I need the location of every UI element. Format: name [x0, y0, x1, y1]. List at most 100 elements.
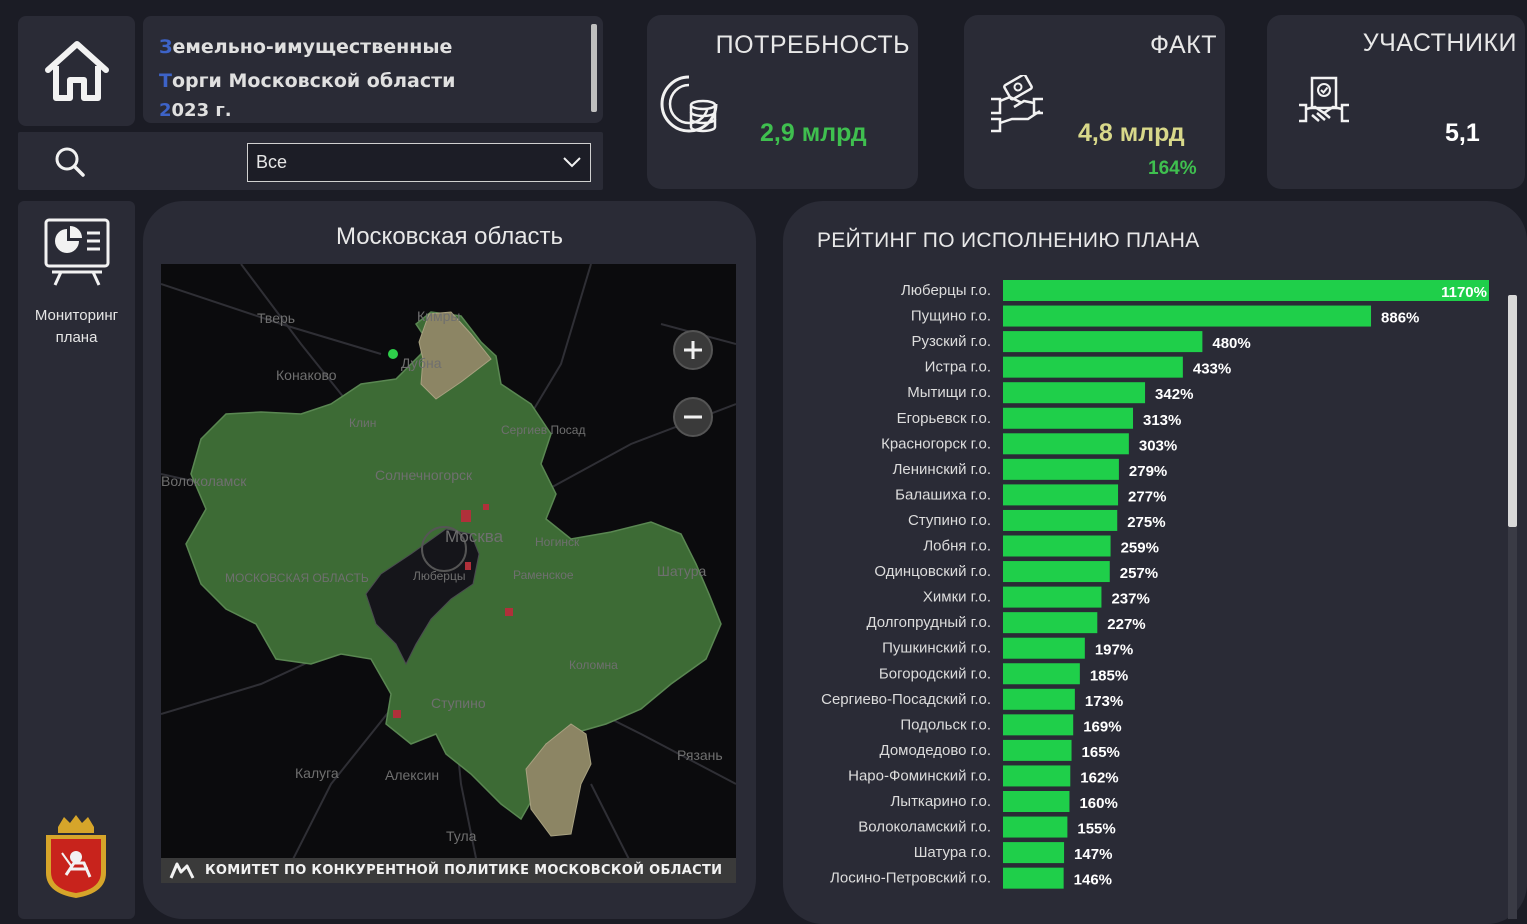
search-icon[interactable]	[54, 146, 86, 178]
bar-value-label: 279%	[1129, 463, 1167, 480]
map-label: МОСКОВСКАЯ ОБЛАСТЬ	[225, 571, 369, 585]
kpi-need-title: ПОТРЕБНОСТЬ	[715, 31, 910, 59]
bar-value-label: 155%	[1077, 821, 1115, 838]
kpi-need-value: 2,9 млрд	[760, 119, 867, 147]
left-navigation: Мониторинг плана	[18, 201, 135, 919]
bar-category-label: Ленинский г.о.	[893, 461, 991, 478]
bar-category-label: Красногорск г.о.	[881, 435, 991, 452]
map-label: Кимры	[417, 308, 460, 324]
bar-value-label: 146%	[1074, 872, 1112, 889]
bar[interactable]	[1003, 407, 1134, 429]
zoom-out-button[interactable]	[673, 397, 713, 437]
bar-value-label: 886%	[1381, 310, 1419, 327]
bar-value-label: 173%	[1085, 693, 1123, 710]
bar-category-label: Домодедово г.о.	[880, 742, 991, 759]
bar[interactable]	[1003, 612, 1098, 634]
rating-scrollbar-thumb[interactable]	[1508, 295, 1517, 527]
bar-category-label: Ступино г.о.	[908, 512, 991, 529]
bar-category-label: Одинцовский г.о.	[874, 563, 991, 580]
rating-panel: РЕЙТИНГ ПО ИСПОЛНЕНИЮ ПЛАНА Люберцы г.о.…	[783, 201, 1527, 924]
kpi-participants-value: 5,1	[1445, 119, 1480, 147]
bar[interactable]	[1003, 842, 1065, 864]
bar[interactable]	[1003, 688, 1075, 710]
bar-value-label: 259%	[1121, 540, 1159, 557]
map-label: Алексин	[385, 767, 439, 783]
bar[interactable]	[1003, 305, 1372, 327]
map-panel: Московская область	[143, 201, 756, 919]
region-map[interactable]: Тверь Кимры Дубна Конаково Клин Сергиев …	[161, 264, 736, 883]
bar-category-label: Лосино-Петровский г.о.	[830, 870, 991, 887]
nav-monitoring-label: Мониторинг плана	[34, 307, 119, 346]
bar-value-label: 275%	[1127, 514, 1165, 531]
title-scrollbar[interactable]	[591, 24, 597, 112]
bar[interactable]	[1003, 382, 1146, 404]
bar-category-label: Пушкинский г.о.	[882, 640, 991, 657]
bar[interactable]	[1003, 535, 1111, 557]
bar[interactable]	[1003, 433, 1129, 455]
zoom-in-button[interactable]	[673, 330, 713, 370]
bar[interactable]	[1003, 586, 1102, 608]
bar[interactable]	[1003, 791, 1070, 812]
committee-logo-icon	[169, 862, 195, 879]
bar[interactable]	[1003, 714, 1074, 736]
rating-scrollbar-track[interactable]	[1508, 527, 1517, 919]
tan-region-north	[418, 311, 492, 400]
bar-value-label: 257%	[1120, 565, 1158, 582]
bar[interactable]	[1003, 331, 1203, 353]
map-label: Тверь	[257, 310, 295, 326]
map-label: Ногинск	[535, 535, 580, 549]
bar-category-label: Подольск г.о.	[900, 716, 991, 733]
plus-icon	[684, 341, 702, 359]
bar-value-label: 160%	[1079, 795, 1117, 812]
title-line-2: Торги Московской области	[159, 70, 456, 92]
bar[interactable]	[1003, 637, 1085, 659]
bar-value-label: 162%	[1080, 769, 1118, 786]
bar[interactable]	[1003, 356, 1183, 378]
map-label: Сергиев Посад	[501, 423, 585, 437]
bar-category-label: Волоколамский г.о.	[858, 819, 991, 836]
map-label: Конаково	[276, 367, 337, 383]
bar-category-label: Пущино г.о.	[911, 308, 991, 325]
bar-category-label: Истра г.о.	[925, 359, 991, 376]
bar-value-label: 303%	[1139, 437, 1177, 454]
bar[interactable]	[1003, 765, 1071, 787]
map-label: Тула	[446, 828, 477, 844]
bar[interactable]	[1003, 867, 1064, 889]
bar-category-label: Химки г.о.	[923, 589, 991, 606]
bar[interactable]	[1003, 816, 1068, 838]
bar-value-label: 433%	[1193, 361, 1231, 378]
bar[interactable]	[1003, 484, 1119, 506]
bar-value-label: 1170%	[1441, 284, 1487, 301]
home-button[interactable]	[18, 16, 135, 126]
bar-category-label: Лобня г.о.	[923, 538, 991, 555]
kpi-fact-title: ФАКТ	[1150, 31, 1217, 59]
bar[interactable]	[1003, 458, 1119, 480]
district-filter-select[interactable]: Все	[247, 143, 591, 182]
filter-bar: Все	[18, 132, 603, 190]
map-footer-text: КОМИТЕТ ПО КОНКУРЕНТНОЙ ПОЛИТИКЕ МОСКОВС…	[205, 863, 723, 878]
map-title: Московская область	[335, 223, 564, 250]
bar[interactable]	[1003, 739, 1072, 761]
map-label: Раменское	[513, 568, 574, 582]
bar-category-label: Богородский г.о.	[879, 665, 991, 682]
nav-monitoring-plan[interactable]: Мониторинг плана	[18, 211, 135, 351]
bar-category-label: Долгопрудный г.о.	[866, 614, 991, 631]
kpi-fact-card: ФАКТ 4,8 млрд 164%	[964, 15, 1225, 189]
bar-value-label: 185%	[1090, 667, 1128, 684]
bar[interactable]	[1003, 561, 1110, 583]
bar-value-label: 342%	[1155, 386, 1193, 403]
bar[interactable]	[1003, 663, 1080, 685]
map-label: Рязань	[677, 747, 723, 763]
bar-category-label: Балашиха г.о.	[895, 486, 991, 503]
bar-category-label: Люберцы г.о.	[901, 282, 991, 299]
tan-region-south	[525, 723, 592, 837]
bar[interactable]	[1003, 280, 1489, 301]
chevron-down-icon	[563, 157, 581, 168]
bar[interactable]	[1003, 509, 1118, 531]
kpi-need-card: ПОТРЕБНОСТЬ 2,9 млрд	[647, 15, 918, 189]
handshake-money-icon	[991, 75, 1043, 133]
kpi-fact-percent: 164%	[1148, 158, 1197, 179]
map-footer-banner: КОМИТЕТ ПО КОНКУРЕНТНОЙ ПОЛИТИКЕ МОСКОВС…	[161, 858, 736, 883]
map-label: Волоколамск	[161, 473, 247, 489]
map-label: Ступино	[431, 695, 486, 711]
